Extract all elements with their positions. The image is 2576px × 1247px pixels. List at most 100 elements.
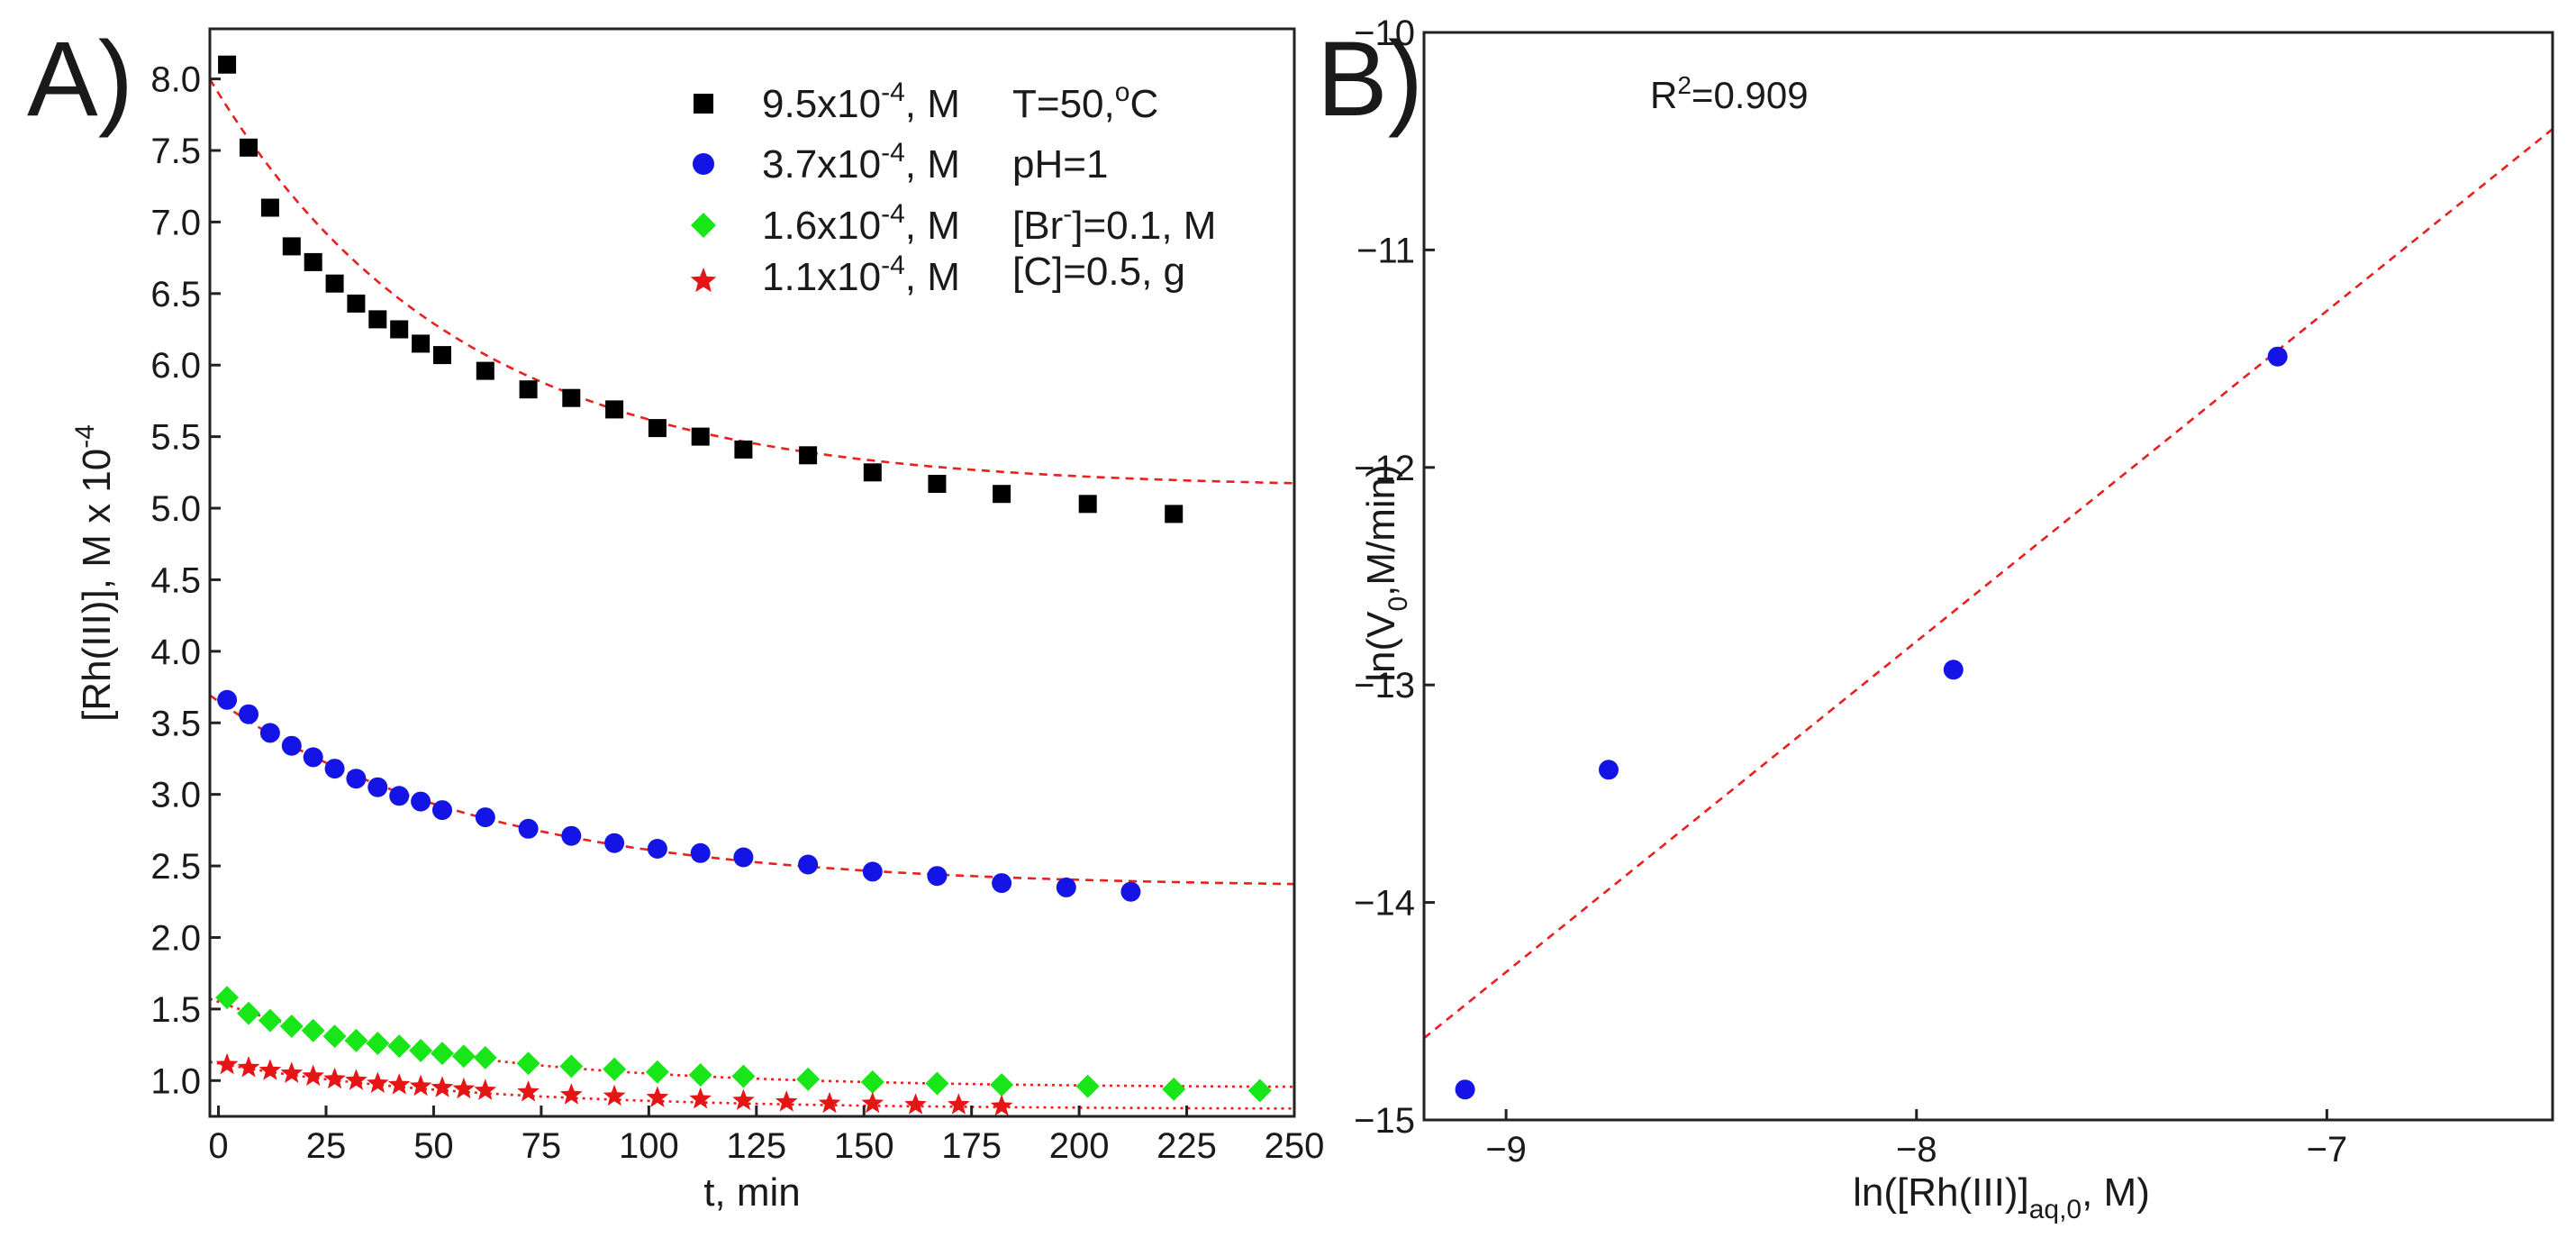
series-2-point [992, 873, 1012, 894]
panel-b-y-axis-label: ln(V0,M/min) [1359, 464, 1413, 682]
series-1-point [347, 294, 366, 313]
series-2-point [927, 866, 948, 887]
series-3-point [366, 1032, 390, 1056]
panel-a: A) 0 25 50 75 100 125 150 175 200 225 250 1.0 1.5 2.0… [27, 20, 1324, 1215]
panel-a-y-tick-label: 6.0 [150, 346, 201, 386]
series-1-point [304, 252, 322, 271]
series-4-point [646, 1086, 669, 1107]
series-1-point [562, 388, 581, 407]
series-2-point [561, 825, 582, 846]
panel-b-letter: B) [1317, 20, 1423, 139]
panel-b-y-tick-label: −14 [1354, 884, 1415, 924]
legend-marker-square [694, 94, 713, 114]
series-4-point [990, 1094, 1013, 1116]
panel-a-x-tick-label: 225 [1156, 1126, 1217, 1166]
series-2-point [1056, 877, 1076, 897]
series-3-point [516, 1051, 540, 1076]
series-2-point [518, 818, 539, 839]
series-4-point [603, 1084, 626, 1106]
series-3-point [237, 1001, 260, 1025]
series-1-point [240, 138, 258, 157]
panel-a-y-tick-label: 1.5 [150, 990, 201, 1030]
series-1-point [519, 380, 538, 399]
legend-marker-star [690, 268, 717, 293]
series-1-point [863, 463, 882, 482]
series-3-point [431, 1042, 454, 1066]
legend-entry-1-6e-4: 1.6x10-4, M [691, 199, 960, 248]
series-2-point [259, 723, 280, 743]
series-2-point [647, 839, 667, 859]
series-2-point [324, 759, 345, 779]
series-2-point [604, 833, 625, 853]
series-4-point [259, 1059, 282, 1080]
panel-a-y-axis-label: [Rh(III)], M x 10-4 [70, 424, 119, 722]
legend-label-3-7e-4: 3.7x10-4, M [762, 138, 960, 187]
series-4-point [948, 1093, 970, 1115]
series-2-point [239, 704, 259, 724]
panel-b-y-tick-label: −13 [1354, 666, 1415, 705]
series-2-point [346, 769, 367, 789]
condition-ph: pH=1 [1012, 142, 1108, 187]
panel-a-x-tick-label: 125 [726, 1126, 786, 1166]
series-3-point [925, 1071, 949, 1096]
series-1-point [368, 310, 387, 329]
panel-a-y-tick-label: 8.0 [150, 60, 201, 100]
rate-point [1455, 1079, 1475, 1100]
panel-b-x-tick-label: −7 [2307, 1130, 2348, 1170]
series-3-point [301, 1018, 325, 1042]
series-4-point [387, 1073, 411, 1095]
panel-b-y-tick-label: −12 [1354, 449, 1415, 488]
panel-a-x-tick-label: 25 [306, 1126, 347, 1166]
series-3-point [1162, 1077, 1186, 1101]
series-1-point [476, 361, 494, 380]
series-3-point [451, 1044, 476, 1069]
series-1-point [325, 274, 344, 293]
legend-entry-9-5e-4: 9.5x10-4, M [694, 77, 960, 126]
panel-a-y-tick-label: 2.5 [150, 847, 201, 887]
legend-label-1-1e-4: 1.1x10-4, M [762, 250, 960, 299]
series-1-point [734, 440, 753, 459]
series-4-point [904, 1093, 927, 1115]
panel-b-x-tick-label: −8 [1896, 1130, 1937, 1170]
legend-entry-3-7e-4: 3.7x10-4, M [693, 138, 960, 187]
series-1-point [218, 55, 237, 74]
series-1-point [1078, 495, 1097, 514]
series-1-point [605, 400, 624, 419]
condition-bromide: [Br-]=0.1, M [1012, 199, 1216, 248]
panel-b-data-points [1455, 346, 2288, 1100]
panel-a-y-tick-label: 1.0 [150, 1061, 201, 1101]
series-3-point [688, 1062, 712, 1087]
panel-a-x-tick-label: 100 [619, 1126, 679, 1166]
rate-point [1943, 660, 1964, 680]
linear-fit-line [1423, 128, 2553, 1040]
series-4-point [237, 1056, 260, 1078]
series-3-point [645, 1060, 669, 1084]
fit-curve-series-4 [209, 1060, 1294, 1110]
series-4-point [345, 1069, 367, 1090]
series-2-point [1120, 881, 1141, 902]
series-2-point [389, 786, 410, 806]
series-3-point [322, 1024, 347, 1049]
series-4-point [409, 1074, 432, 1097]
series-2-point [733, 847, 754, 868]
rate-point [2267, 346, 2288, 367]
series-1-point [433, 346, 451, 365]
panel-a-x-tick-label: 150 [834, 1126, 894, 1166]
series-3-point [559, 1054, 584, 1079]
panel-a-y-tick-label: 7.5 [150, 132, 201, 171]
panel-a-y-tick-label: 5.5 [150, 418, 201, 458]
series-2-point [862, 861, 883, 882]
panel-b-y-tick-label: −11 [1356, 231, 1415, 270]
panel-a-y-tick-label: 6.5 [150, 275, 201, 314]
series-2-point [281, 735, 302, 756]
series-4-point [861, 1091, 884, 1114]
series-1-point [1165, 505, 1184, 523]
panel-b-x-axis-label: ln([Rh(III)]aq,0, M) [1853, 1170, 2150, 1224]
series-4-point [818, 1091, 841, 1114]
panel-a-x-tick-label: 175 [941, 1126, 1002, 1166]
series-1-point [648, 419, 667, 438]
panel-a-y-tick-label: 3.5 [150, 704, 201, 743]
panel-a-y-tick-label: 5.0 [150, 489, 201, 529]
series-3-point [796, 1067, 821, 1091]
series-4-point [323, 1067, 346, 1089]
